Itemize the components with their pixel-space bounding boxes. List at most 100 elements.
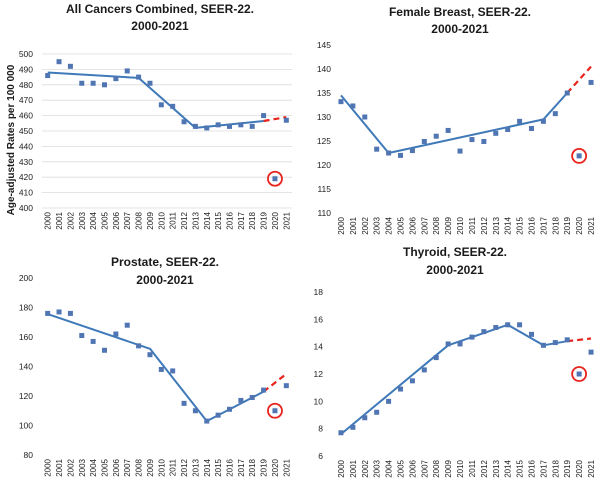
- data-point: [493, 325, 499, 331]
- x-tick-label: 2012: [480, 216, 489, 234]
- data-point: [350, 103, 356, 109]
- chart-female-breast: Female Breast, SEER-22. 2000-2021 110 115 12…: [317, 5, 596, 235]
- data-point: [362, 114, 368, 120]
- y-tick-label: 200: [19, 273, 33, 283]
- data-point: [338, 430, 344, 436]
- data-point: [529, 331, 534, 337]
- data-point: [398, 386, 403, 392]
- y-tick-label: 430: [19, 157, 33, 167]
- data-point: [457, 341, 463, 347]
- x-tick-label: 2000: [44, 211, 53, 229]
- x-tick-label: 2020: [271, 458, 280, 476]
- data-point: [540, 118, 546, 124]
- data-point: [124, 322, 130, 328]
- data-point: [421, 367, 427, 373]
- x-tick-label: 2021: [282, 458, 291, 476]
- data-point: [181, 119, 187, 125]
- data-point: [67, 63, 73, 69]
- data-point: [215, 122, 221, 128]
- trend-line: [340, 323, 568, 435]
- data-point: [481, 329, 487, 335]
- x-tick-label: 2015: [214, 458, 223, 476]
- x-tick-label: 2016: [226, 211, 235, 229]
- x-tick-label: 2008: [432, 216, 441, 234]
- x-tick-label: 2007: [123, 211, 132, 229]
- x-tick-label: 2006: [112, 458, 121, 476]
- y-tick-label: 460: [19, 111, 33, 121]
- data-point: [113, 76, 119, 82]
- data-point: [481, 138, 487, 144]
- chart-title: Female Breast, SEER-22.: [389, 5, 531, 19]
- data-point: [469, 137, 475, 143]
- x-tick-label: 2010: [157, 211, 166, 229]
- x-tick-label: 2006: [408, 216, 417, 234]
- x-tick-label: 2013: [492, 459, 501, 477]
- data-point: [261, 113, 267, 119]
- y-tick-label: 120: [317, 160, 331, 170]
- y-tick-label: 8: [318, 424, 323, 434]
- data-point: [386, 398, 392, 404]
- data-point: [136, 74, 142, 80]
- data-point: [227, 123, 232, 129]
- data-point: [158, 366, 164, 372]
- data-point: [90, 80, 96, 86]
- x-tick-label: 2009: [146, 458, 155, 476]
- projection-line: [567, 337, 592, 343]
- x-tick-label: 2005: [397, 459, 406, 477]
- y-tick-label: 125: [317, 136, 331, 146]
- x-tick-label: 2014: [504, 459, 513, 477]
- data-point: [170, 368, 176, 374]
- y-tick-label: 6: [318, 451, 323, 461]
- outlier-marker: [571, 147, 588, 164]
- chart-subtitle: 2000-2021: [426, 263, 484, 277]
- projection-line: [263, 116, 287, 123]
- x-tick-label: 2016: [226, 458, 235, 476]
- x-tick-label: 2001: [349, 459, 358, 477]
- x-tick-label: 2001: [55, 211, 64, 229]
- x-tick-label: 2010: [456, 216, 465, 234]
- x-tick-label: 2007: [420, 459, 429, 477]
- chart-thyroid: Thyroid, SEER-22. 2000-2021 6 8 10 12 14 16 18 20…: [314, 245, 597, 478]
- x-tick-label: 2011: [468, 459, 477, 477]
- x-tick-label: 2021: [587, 459, 596, 477]
- data-point: [445, 127, 451, 133]
- data-point: [238, 397, 244, 403]
- y-axis-label: Age-adjusted Rates per 100 000: [6, 64, 17, 215]
- y-tick-label: 14: [314, 342, 324, 352]
- data-point: [181, 400, 187, 406]
- data-point: [261, 387, 267, 393]
- y-tick-label: 135: [317, 88, 331, 98]
- x-tick-label: 2018: [551, 216, 560, 234]
- data-point: [505, 126, 511, 132]
- x-tick-label: 2009: [444, 216, 453, 234]
- y-tick-label: 160: [19, 332, 33, 342]
- y-tick-label: 440: [19, 141, 33, 151]
- x-tick-label: 2004: [89, 211, 98, 229]
- data-point: [588, 349, 594, 355]
- x-tick-label: 2016: [528, 459, 537, 477]
- x-tick-label: 2011: [468, 216, 477, 234]
- y-tick-label: 140: [317, 64, 331, 74]
- x-tick-label: 2019: [260, 458, 269, 476]
- x-tick-label: 2011: [169, 458, 178, 476]
- x-tick-label: 2012: [180, 211, 189, 229]
- trend-line: [340, 92, 568, 154]
- data-point: [249, 394, 255, 400]
- data-point: [56, 309, 62, 315]
- data-point: [338, 99, 344, 105]
- x-tick-label: 2006: [408, 459, 417, 477]
- y-tick-label: 410: [19, 188, 33, 198]
- x-tick-label: 2012: [480, 459, 489, 477]
- x-tick-label: 2019: [563, 459, 572, 477]
- x-tick-label: 2007: [420, 216, 429, 234]
- projection-line: [262, 373, 287, 393]
- x-tick-label: 2002: [66, 211, 75, 229]
- x-tick-label: 2015: [516, 216, 525, 234]
- y-tick-label: 110: [317, 208, 331, 218]
- chart-subtitle: 2000-2021: [431, 22, 489, 36]
- x-tick-label: 2004: [385, 216, 394, 234]
- x-tick-label: 2019: [260, 211, 269, 229]
- x-tick-label: 2009: [444, 459, 453, 477]
- data-point: [56, 59, 62, 65]
- y-tick-label: 140: [19, 362, 33, 372]
